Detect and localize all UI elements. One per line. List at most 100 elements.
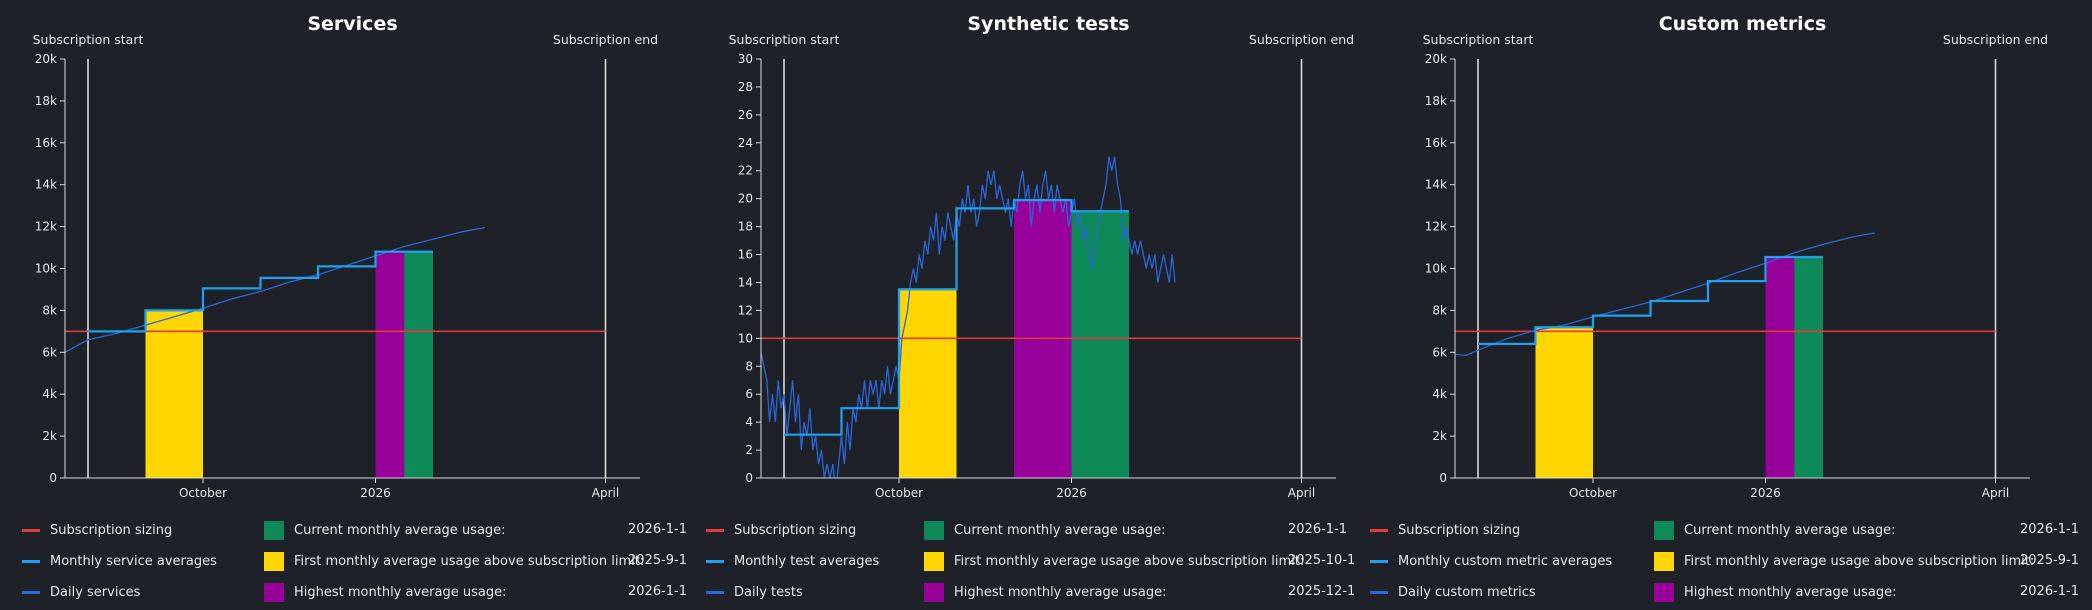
legend-daily[interactable]: Daily custom metrics	[1370, 582, 1536, 602]
custom-metrics-legend: Subscription sizing Monthly custom metri…	[1370, 508, 2080, 608]
legend-label: Current monthly average usage:	[294, 522, 506, 538]
bar-current	[1794, 256, 1823, 478]
legend-label: First monthly average usage above subscr…	[1684, 553, 2035, 569]
y-tick-label: 8	[745, 359, 753, 373]
y-tick-label: 14k	[1425, 178, 1447, 192]
subscription-end-label: Subscription end	[553, 32, 658, 47]
x-tick-label: October	[179, 486, 227, 500]
monthly-average-step-line	[88, 250, 433, 333]
y-tick-label: 16	[738, 248, 753, 262]
legend-current-date: 2026-1-1	[628, 522, 688, 537]
legend-swatch-monthly	[22, 559, 40, 563]
legend-current-month[interactable]: Current monthly average usage:	[264, 520, 506, 540]
legend-swatch-current	[1654, 520, 1674, 540]
legend-swatch-sizing	[1370, 528, 1388, 532]
legend-swatch-highest	[264, 582, 284, 602]
subscription-start-label: Subscription start	[729, 32, 840, 47]
legend-monthly-averages[interactable]: Monthly test averages	[706, 551, 879, 571]
x-tick-label: 2026	[1056, 486, 1087, 500]
y-tick-label: 20k	[35, 52, 57, 66]
synthetic-tests-legend: Subscription sizing Monthly test average…	[696, 508, 1386, 608]
legend-first-above[interactable]: First monthly average usage above subscr…	[264, 551, 644, 571]
y-tick-label: 14k	[35, 178, 57, 192]
legend-subscription-sizing[interactable]: Subscription sizing	[22, 520, 172, 540]
bar-current	[1071, 211, 1129, 478]
legend-monthly-averages[interactable]: Monthly custom metric averages	[1370, 551, 1612, 571]
y-tick-label: 4	[745, 415, 753, 429]
legend-highest[interactable]: Highest monthly average usage:	[264, 582, 506, 602]
legend-swatch-monthly	[1370, 559, 1388, 563]
legend-swatch-sizing	[22, 528, 40, 532]
legend-daily[interactable]: Daily services	[22, 582, 140, 602]
y-tick-label: 20	[738, 192, 753, 206]
subscription-start-label: Subscription start	[33, 32, 144, 47]
y-tick-label: 10k	[35, 262, 57, 276]
monthly-average-step-line	[1478, 255, 1823, 345]
legend-swatch-daily	[706, 590, 724, 594]
legend-swatch-highest	[1654, 582, 1674, 602]
legend-swatch-sizing	[706, 528, 724, 532]
subscription-end-label: Subscription end	[1943, 32, 2048, 47]
chart-title: Custom metrics	[1659, 13, 1827, 35]
legend-daily[interactable]: Daily tests	[706, 582, 803, 602]
y-tick-label: 10k	[1425, 262, 1447, 276]
legend-highest[interactable]: Highest monthly average usage:	[924, 582, 1166, 602]
chart-title: Services	[307, 13, 397, 35]
legend-swatch-current	[264, 520, 284, 540]
legend-highest-date: 2026-1-1	[628, 584, 688, 599]
y-tick-label: 24	[738, 136, 753, 150]
legend-highest-date: 2026-1-1	[2020, 584, 2080, 599]
x-tick-label: April	[1288, 486, 1315, 500]
legend-swatch-daily	[22, 590, 40, 594]
services-chart: Services Subscription start Subscription e…	[33, 13, 658, 500]
y-tick-label: 28	[738, 80, 753, 94]
y-tick-label: 4k	[1432, 387, 1447, 401]
legend-label: First monthly average usage above subscr…	[954, 553, 1305, 569]
y-tick-label: 8k	[42, 303, 57, 317]
legend-label: First monthly average usage above subscr…	[294, 553, 645, 569]
legend-current-month[interactable]: Current monthly average usage:	[1654, 520, 1896, 540]
legend-label: Monthly test averages	[734, 553, 880, 569]
subscription-end-label: Subscription end	[1249, 32, 1354, 47]
legend-swatch-first-above	[264, 551, 284, 571]
legend-current-month[interactable]: Current monthly average usage:	[924, 520, 1166, 540]
bar-first-above	[899, 289, 957, 478]
y-tick-label: 26	[738, 108, 753, 122]
y-tick-label: 12k	[35, 220, 57, 234]
legend-label: Subscription sizing	[734, 522, 857, 538]
bar-highest	[1765, 256, 1795, 478]
legend-swatch-daily	[1370, 590, 1388, 594]
x-tick-label: October	[1569, 486, 1617, 500]
y-tick-label: 4k	[42, 387, 57, 401]
x-tick-label: April	[592, 486, 619, 500]
bar-current	[404, 251, 433, 478]
legend-first-above[interactable]: First monthly average usage above subscr…	[924, 551, 1304, 571]
y-tick-label: 22	[738, 164, 753, 178]
legend-subscription-sizing[interactable]: Subscription sizing	[1370, 520, 1520, 540]
legend-label: Highest monthly average usage:	[954, 584, 1167, 600]
y-tick-label: 10	[738, 331, 753, 345]
y-tick-label: 8k	[1432, 303, 1447, 317]
y-tick-label: 18	[738, 220, 753, 234]
legend-first-above[interactable]: First monthly average usage above subscr…	[1654, 551, 2034, 571]
legend-label: Current monthly average usage:	[954, 522, 1166, 538]
legend-label: Highest monthly average usage:	[294, 584, 507, 600]
daily-series-line	[65, 226, 485, 353]
y-tick-label: 14	[738, 275, 753, 289]
legend-label: Monthly service averages	[50, 553, 217, 569]
y-tick-label: 6	[745, 387, 753, 401]
legend-label: Daily custom metrics	[1398, 584, 1536, 600]
legend-monthly-averages[interactable]: Monthly service averages	[22, 551, 217, 571]
y-tick-label: 20k	[1425, 52, 1447, 66]
legend-label: Monthly custom metric averages	[1398, 553, 1613, 569]
legend-label: Daily tests	[734, 584, 803, 600]
legend-subscription-sizing[interactable]: Subscription sizing	[706, 520, 856, 540]
y-tick-label: 16k	[35, 136, 57, 150]
x-tick-label: October	[875, 486, 923, 500]
x-tick-label: 2026	[1750, 486, 1781, 500]
y-tick-label: 0	[1439, 471, 1447, 485]
legend-first-date: 2025-9-1	[2020, 553, 2080, 568]
legend-label: Subscription sizing	[1398, 522, 1521, 538]
bar-first-above	[145, 310, 203, 478]
legend-highest[interactable]: Highest monthly average usage:	[1654, 582, 1896, 602]
